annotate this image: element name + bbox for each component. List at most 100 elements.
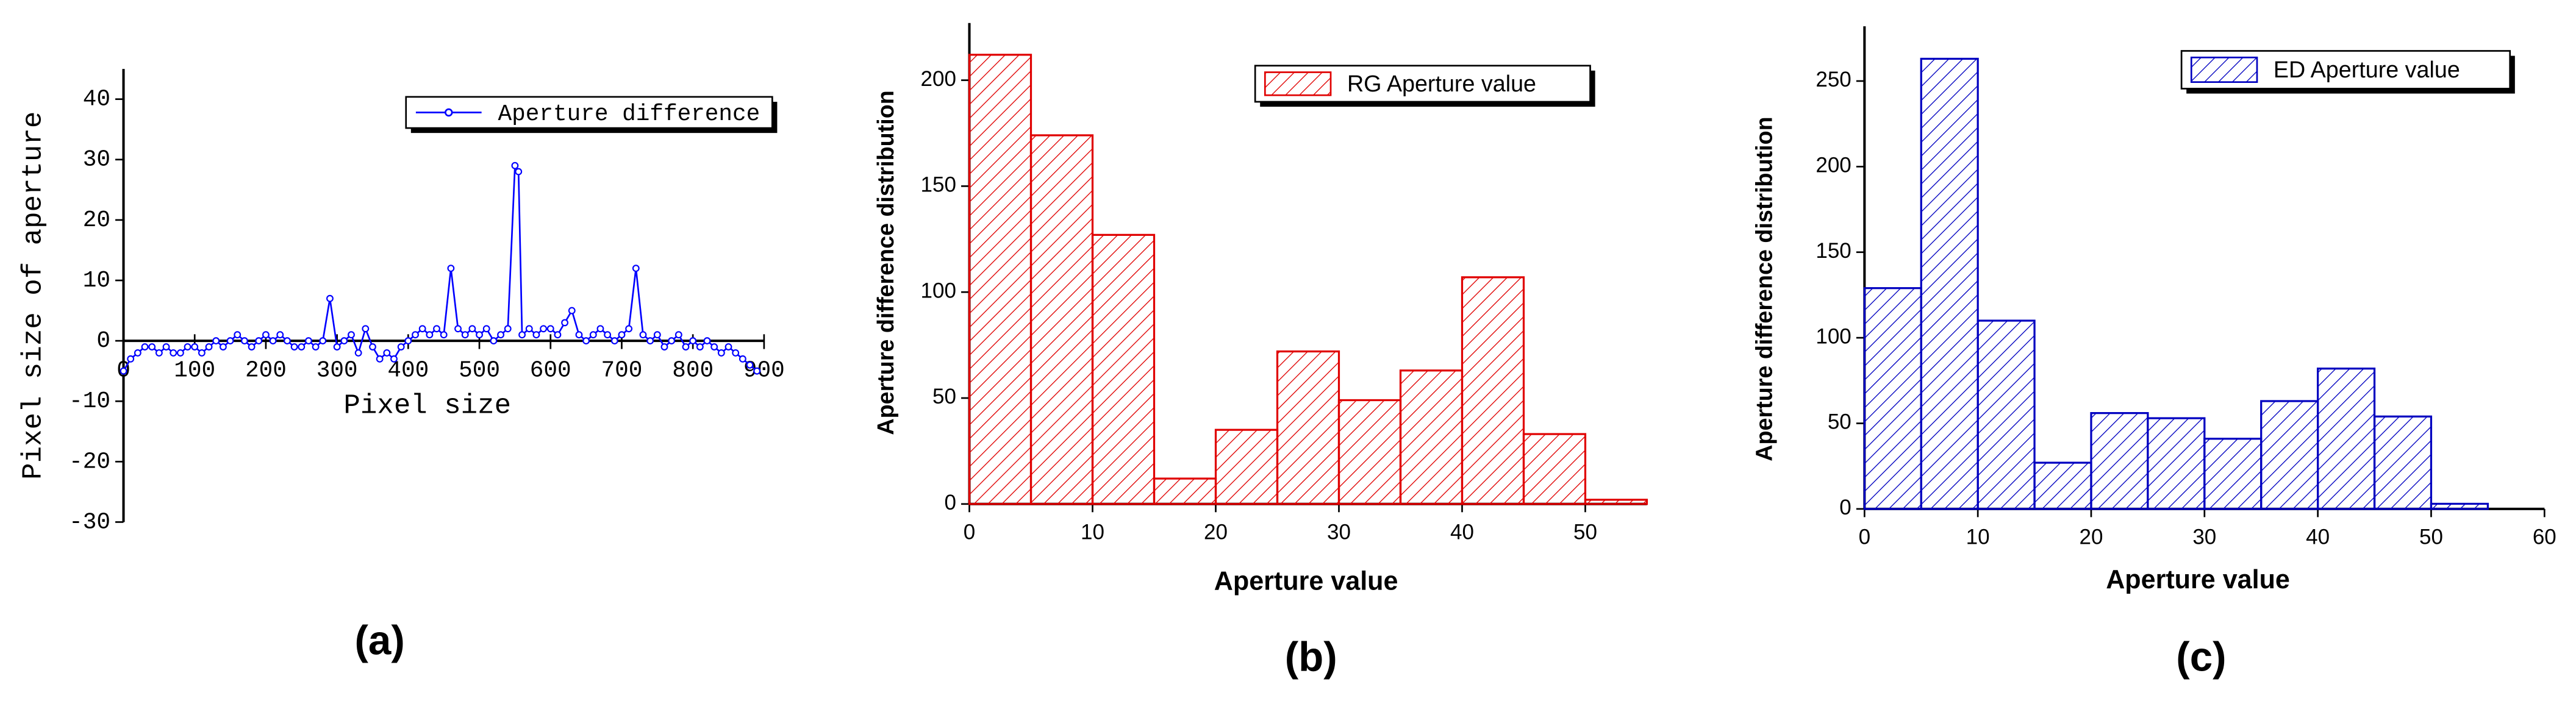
panel-label: (a) [355,618,405,664]
data-point [461,331,469,339]
data-point [753,367,761,375]
panel-label: (b) [1285,634,1337,680]
histogram-bar [2090,412,2149,510]
y-tick-label: -20 [69,449,110,475]
data-point [312,343,320,350]
data-point [739,355,746,363]
data-point [162,343,170,350]
data-point [212,337,220,345]
y-tick-label: 50 [932,385,956,408]
y-tick-label: 30 [83,148,110,173]
x-tick-label: 10 [1966,525,1990,549]
histogram-bar [1399,369,1464,505]
y-tick-label: 150 [1816,239,1851,263]
data-point [198,349,206,357]
data-point [525,325,533,333]
data-point [674,331,682,339]
data-point [447,265,455,272]
data-point [284,337,291,345]
y-axis-label: Aperture difference distribution [1751,116,1777,461]
data-point [333,343,341,350]
data-point [348,331,355,339]
data-point [148,343,156,350]
data-point [696,343,704,350]
data-point [362,325,370,333]
x-tick-label: 40 [2306,525,2330,549]
data-point [319,337,327,345]
data-point [305,337,312,345]
data-point [689,337,697,345]
x-axis-label: Aperture value [1214,566,1398,596]
legend-marker [445,108,453,117]
data-point [290,343,298,350]
histogram-bar [1461,276,1525,505]
data-point [176,349,184,357]
x-tick-label: 10 [1081,521,1104,544]
data-point [390,355,398,363]
x-tick-label: 30 [2192,525,2216,549]
x-axis-label: Aperture value [2106,565,2290,594]
x-tick-label: 300 [317,358,358,384]
data-point [468,325,476,333]
data-point [589,331,597,339]
data-point [269,337,277,345]
data-point [717,349,725,357]
histogram-bar [1920,57,1979,510]
x-tick-label: 0 [964,521,975,544]
y-tick-label: 200 [921,67,956,91]
histogram-bar [1863,287,1922,510]
histogram-bar [1091,233,1156,505]
data-point [476,331,483,339]
data-point [404,337,412,345]
data-point [141,343,149,350]
data-point [582,337,590,345]
data-point [497,331,504,339]
y-tick-label: 100 [1816,324,1851,348]
y-tick-label: 0 [945,491,956,514]
data-point [724,343,732,350]
histogram-bar [2203,438,2263,510]
data-point [191,343,199,350]
data-point [532,331,540,339]
data-point [426,331,434,339]
data-point [482,325,490,333]
x-tick-label: 30 [1327,521,1351,544]
data-point [625,325,633,333]
x-tick-label: 0 [1859,525,1870,549]
data-point [326,294,334,302]
histogram-bar [1029,134,1094,505]
x-tick-label: 700 [601,358,643,384]
x-tick-label: 20 [2080,525,2103,549]
histogram-bar [1337,399,1402,505]
data-point [504,325,512,333]
data-point [376,355,384,363]
data-point [518,331,526,339]
data-point [276,331,284,339]
histogram-bar [2373,415,2433,510]
data-point [703,337,711,345]
legend-label: RG Aperture value [1347,71,1536,96]
y-tick-label: 40 [83,87,110,113]
histogram-bar [1214,429,1279,505]
data-point [561,319,569,327]
x-tick-label: 50 [1573,521,1597,544]
histogram-bar [1276,350,1340,505]
data-point [226,337,234,345]
y-axis-label: Pixel size of aperture [17,112,49,480]
data-point [383,349,391,357]
data-point [433,325,440,333]
data-point [554,331,562,339]
data-point [219,343,227,350]
x-tick-label: 100 [174,358,215,384]
data-point [604,331,612,339]
panel-label: (c) [2176,634,2226,680]
histogram-bar [2317,368,2376,510]
data-point [511,162,519,169]
x-tick-label: 50 [2419,525,2443,549]
data-point [240,337,248,345]
y-tick-label: 150 [921,173,956,197]
data-point [170,349,177,357]
y-tick-label: 100 [921,279,956,302]
x-tick-label: 20 [1204,521,1228,544]
